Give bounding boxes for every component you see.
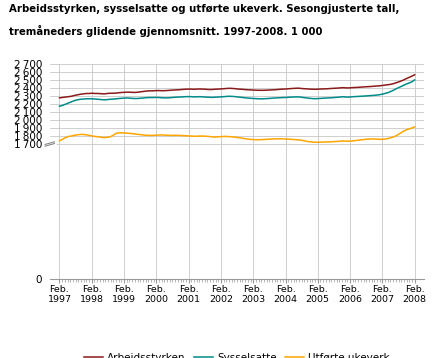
Utførte ukeverk xyxy=(412,125,417,129)
Sysselsatte xyxy=(254,97,259,101)
Text: Arbeidsstyrken, sysselsatte og utførte ukeverk. Sesongjusterte tall,: Arbeidsstyrken, sysselsatte og utførte u… xyxy=(9,4,399,14)
Arbeidsstyrken xyxy=(337,86,343,90)
Utførte ukeverk xyxy=(254,137,259,142)
Sysselsatte xyxy=(400,84,405,88)
Arbeidsstyrken xyxy=(152,88,158,93)
Sysselsatte xyxy=(57,104,62,108)
Line: Sysselsatte: Sysselsatte xyxy=(59,80,415,106)
Utførte ukeverk xyxy=(57,139,62,143)
Line: Utførte ukeverk: Utførte ukeverk xyxy=(59,127,415,142)
Sysselsatte xyxy=(337,95,343,99)
Sysselsatte xyxy=(302,96,307,100)
Utførte ukeverk xyxy=(132,132,137,136)
Utførte ukeverk xyxy=(152,133,158,137)
Arbeidsstyrken xyxy=(132,90,137,95)
Utførte ukeverk xyxy=(313,140,319,144)
Legend: Arbeidsstyrken, Sysselsatte, Utførte ukeverk: Arbeidsstyrken, Sysselsatte, Utførte uke… xyxy=(80,349,394,358)
Utførte ukeverk xyxy=(340,139,346,143)
Sysselsatte xyxy=(412,78,417,82)
Arbeidsstyrken xyxy=(412,73,417,77)
Line: Arbeidsstyrken: Arbeidsstyrken xyxy=(59,75,415,98)
Sysselsatte xyxy=(152,95,158,100)
Arbeidsstyrken xyxy=(302,87,307,91)
Arbeidsstyrken xyxy=(254,88,259,92)
Utførte ukeverk xyxy=(403,128,408,132)
Sysselsatte xyxy=(132,96,137,101)
Arbeidsstyrken xyxy=(400,78,405,82)
Arbeidsstyrken xyxy=(57,96,62,100)
Text: tremåneders glidende gjennomsnitt. 1997-2008. 1 000: tremåneders glidende gjennomsnitt. 1997-… xyxy=(9,25,322,37)
Utførte ukeverk xyxy=(302,139,307,143)
